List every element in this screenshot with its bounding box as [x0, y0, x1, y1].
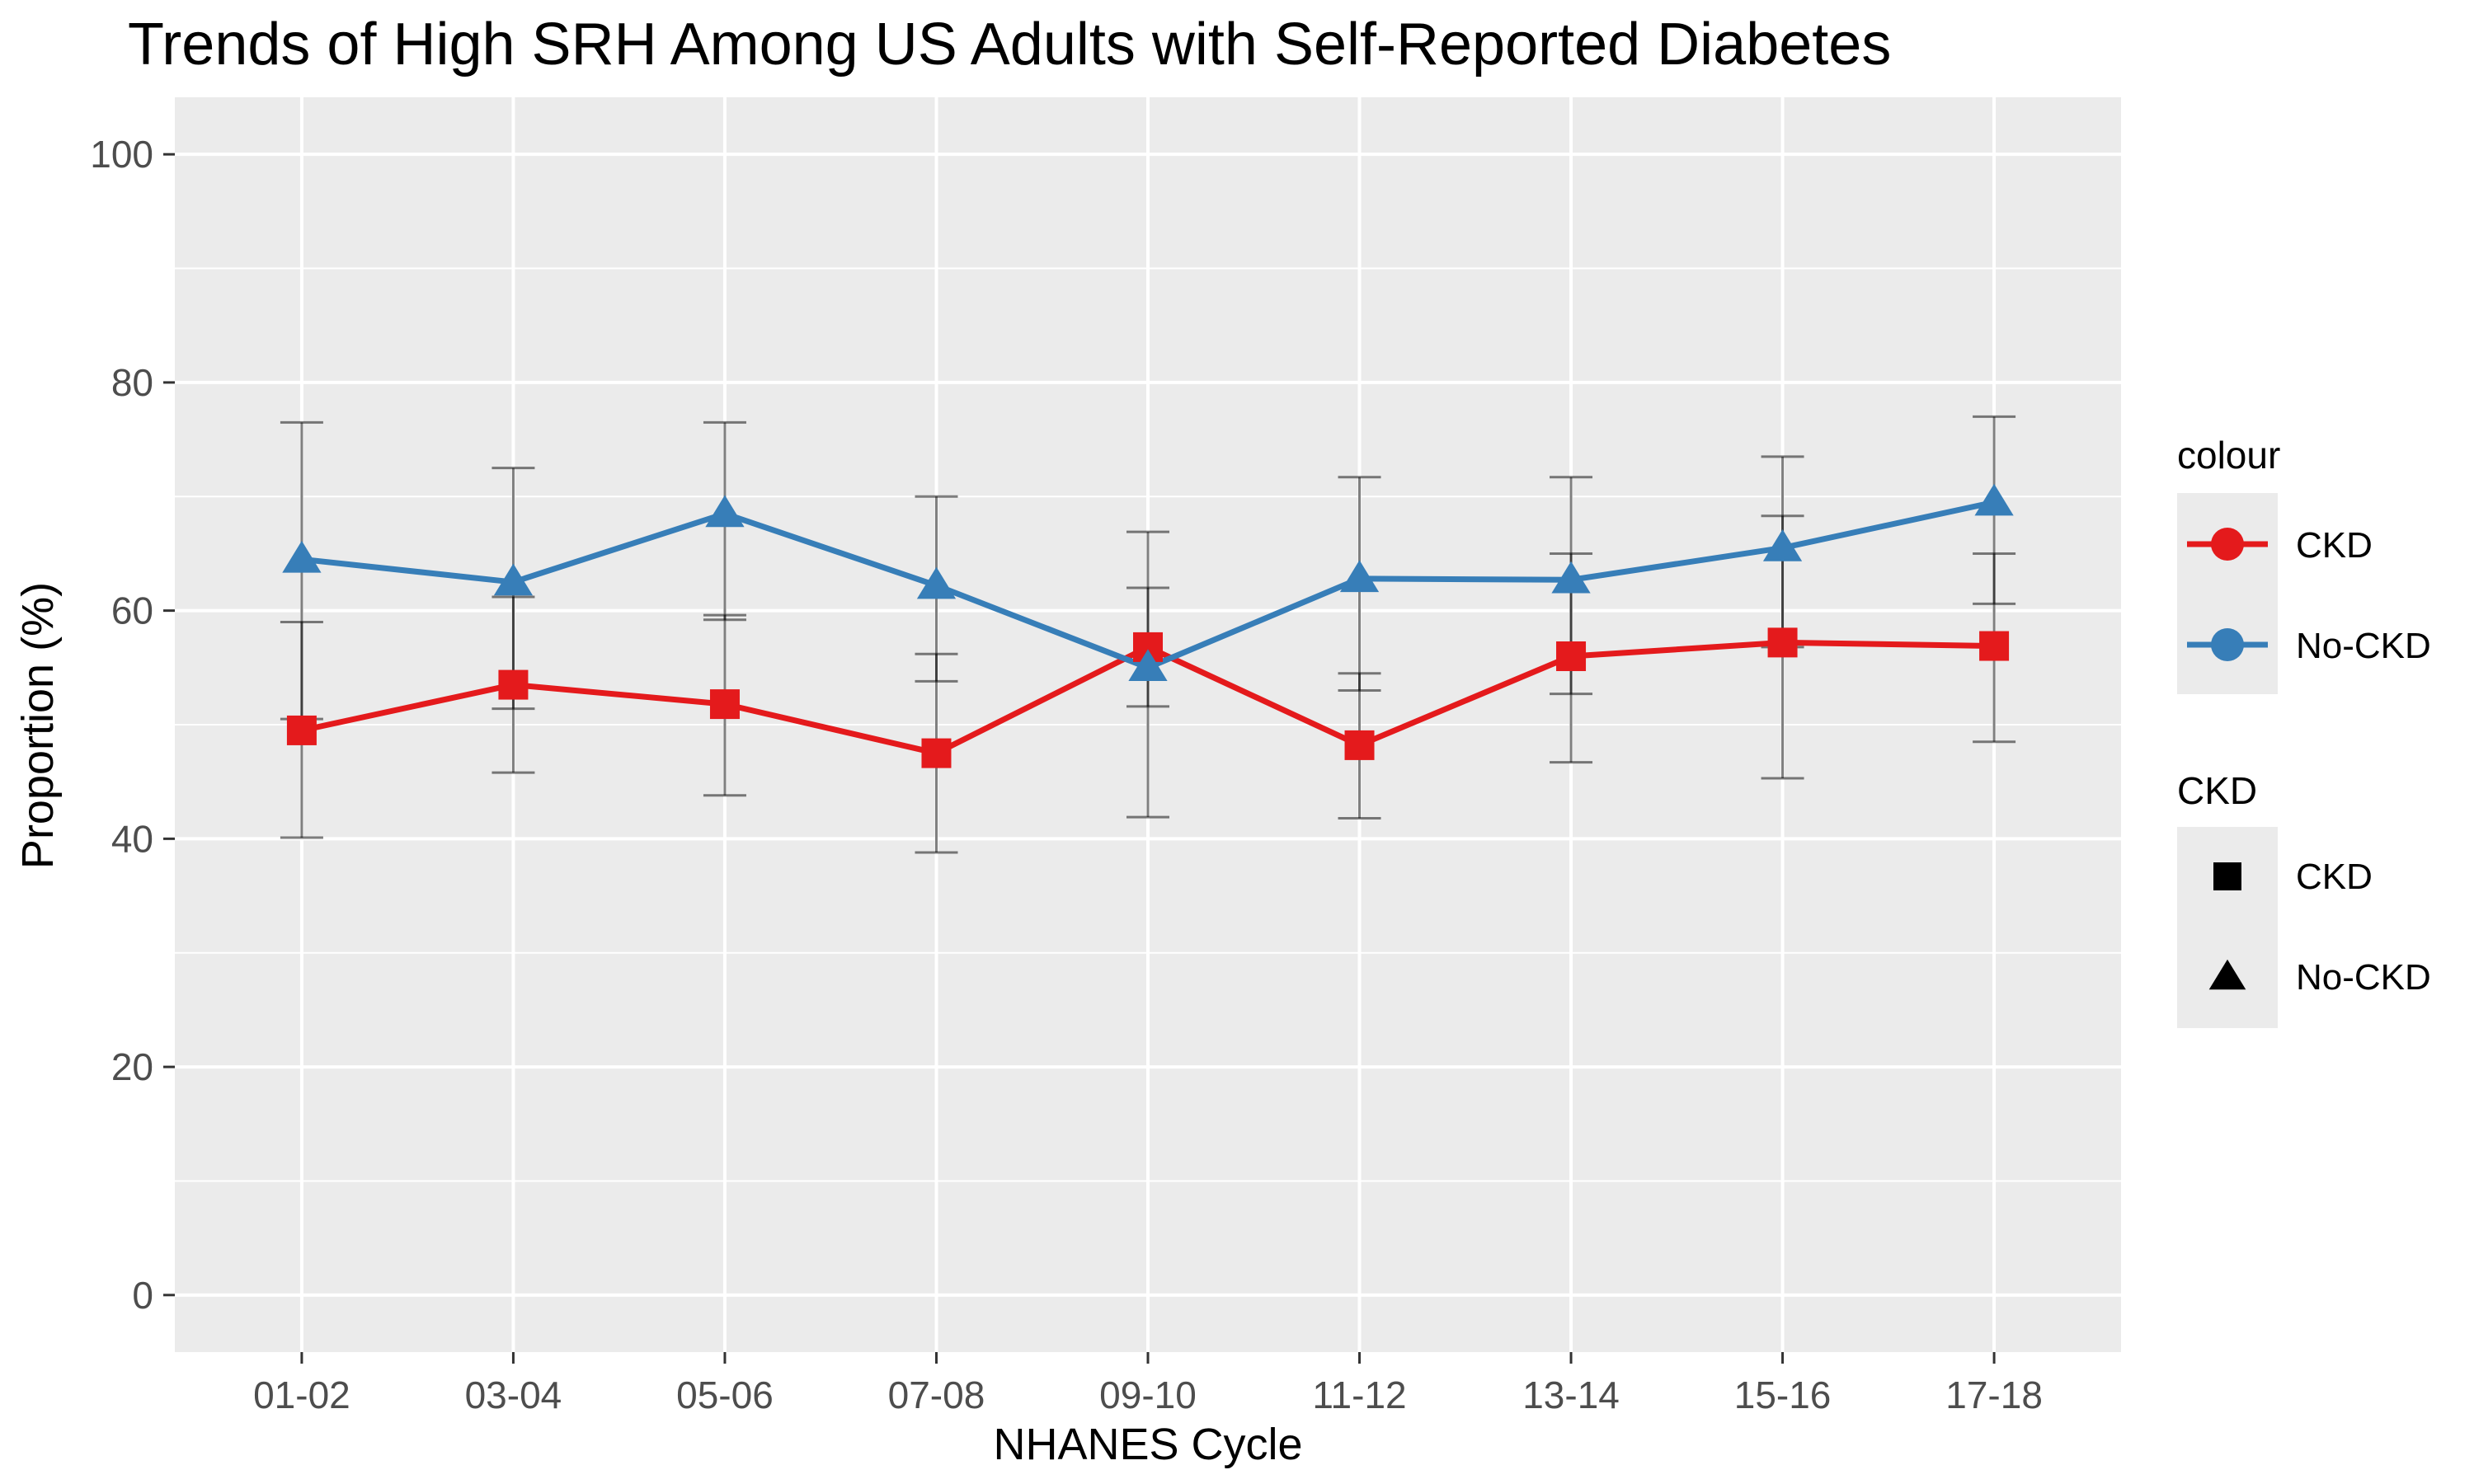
- y-tick-label: 20: [111, 1045, 153, 1088]
- data-point-ckd: [1344, 730, 1375, 760]
- x-tick-label: 05-06: [676, 1374, 774, 1416]
- x-tick-label: 13-14: [1522, 1374, 1620, 1416]
- data-point-no-ckd: [1339, 560, 1380, 593]
- data-point-no-ckd: [1974, 483, 2014, 516]
- y-tick-label: 100: [90, 133, 153, 176]
- legend-key-triangle: [2208, 959, 2246, 990]
- legend-shape-label-ckd: CKD: [2296, 857, 2373, 897]
- data-point-no-ckd: [916, 566, 957, 599]
- data-point-ckd: [286, 715, 317, 745]
- y-axis-ticks: 0 20 40 60 80 100: [90, 133, 175, 1317]
- x-tick-label: 07-08: [888, 1374, 985, 1416]
- x-axis-title: NHANES Cycle: [993, 1420, 1302, 1469]
- x-tick-label: 15-16: [1734, 1374, 1832, 1416]
- legend-colour-label-no-ckd: No-CKD: [2296, 626, 2431, 666]
- x-tick-label: 17-18: [1945, 1374, 2043, 1416]
- data-point-no-ckd: [493, 563, 534, 596]
- y-tick-label: 0: [132, 1274, 153, 1317]
- x-tick-label: 03-04: [465, 1374, 562, 1416]
- data-point-ckd: [921, 738, 952, 768]
- data-point-no-ckd: [705, 495, 745, 528]
- data-point-no-ckd: [1762, 529, 1803, 561]
- legend-key-point: [2211, 528, 2244, 561]
- legend-shape-key-bg: [2177, 827, 2278, 1028]
- y-tick-label: 40: [111, 817, 153, 860]
- y-axis-title: Proportion (%): [13, 582, 63, 869]
- chart-title: Trends of High SRH Among US Adults with …: [128, 12, 1891, 77]
- data-point-no-ckd: [282, 540, 322, 573]
- x-tick-label: 11-12: [1312, 1374, 1406, 1416]
- x-tick-label: 09-10: [1099, 1374, 1197, 1416]
- legend-key-point: [2211, 628, 2244, 661]
- data-point-no-ckd: [1128, 649, 1168, 682]
- y-tick-label: 60: [111, 589, 153, 632]
- legend-shape: CKD CKD No-CKD: [2177, 769, 2431, 1028]
- legend-colour-title: colour: [2177, 434, 2280, 477]
- data-points: [282, 483, 2014, 768]
- y-tick-label: 80: [111, 361, 153, 404]
- legend-key-square: [2213, 862, 2241, 890]
- data-point-ckd: [1979, 631, 2010, 661]
- legend-colour-label-ckd: CKD: [2296, 525, 2373, 566]
- data-point-no-ckd: [1551, 561, 1591, 594]
- legend-shape-title: CKD: [2177, 769, 2257, 812]
- data-point-ckd: [1767, 627, 1798, 658]
- x-tick-label: 01-02: [253, 1374, 350, 1416]
- data-point-ckd: [1556, 641, 1587, 671]
- legend-colour-key-bg: [2177, 493, 2278, 694]
- data-point-ckd: [709, 689, 740, 720]
- x-axis-ticks: 01-02 03-04 05-06 07-08 09-10 11-12 13-14 15-16…: [253, 1352, 2043, 1416]
- data-point-ckd: [498, 669, 529, 700]
- legend-colour: colour CKD No-CKD: [2177, 434, 2431, 694]
- legend-shape-label-no-ckd: No-CKD: [2296, 957, 2431, 998]
